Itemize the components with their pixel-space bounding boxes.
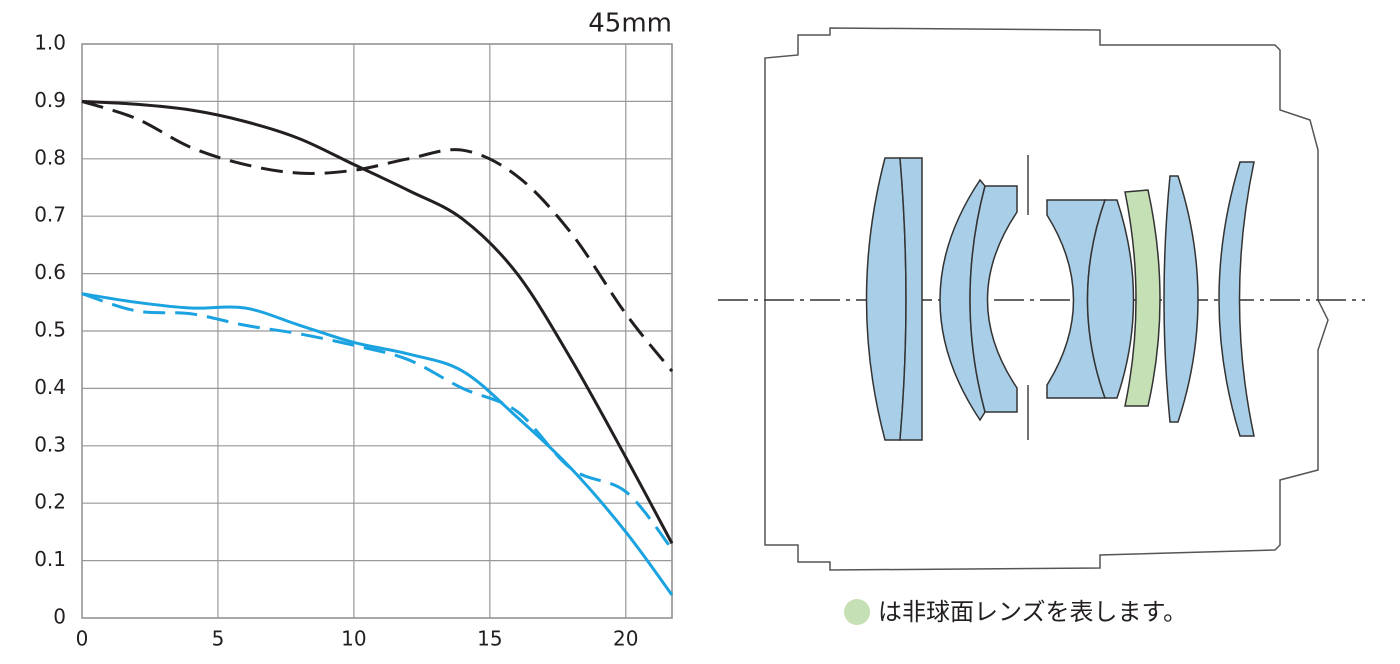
x-tick-label: 0 xyxy=(76,627,89,651)
y-tick-label: 1.0 xyxy=(34,31,66,55)
y-tick-label: 0 xyxy=(53,605,66,629)
mtf-line xyxy=(81,292,674,596)
lens-element xyxy=(1086,199,1135,399)
focal-length-label: 45mm xyxy=(588,9,672,39)
y-tick-label: 0.4 xyxy=(34,375,66,399)
y-tick-label: 0.8 xyxy=(34,145,66,169)
barrel-outline xyxy=(764,27,1329,571)
aspherical-legend-dot xyxy=(844,599,870,625)
lens-element xyxy=(1218,161,1255,437)
mtf-line xyxy=(81,292,674,551)
aspherical-lens xyxy=(1124,189,1161,407)
y-tick-label: 0.7 xyxy=(34,203,66,227)
y-tick-label: 0.3 xyxy=(34,432,66,456)
y-tick-label: 0.9 xyxy=(34,88,66,112)
y-tick-label: 0.6 xyxy=(34,260,66,284)
lens-element xyxy=(865,157,907,441)
lens-diagram xyxy=(718,27,1365,571)
lens-element xyxy=(969,185,1018,413)
x-tick-label: 20 xyxy=(613,627,638,651)
plot: 0 0.1 0.2 0.3 0.4 0.5 0.6 0.7 0.8 0.9 1.0 0 5 10 15 20 xyxy=(34,31,674,651)
mtf-line xyxy=(81,99,674,545)
mtf-line xyxy=(81,99,674,373)
y-tick-label: 0.5 xyxy=(34,318,66,342)
lens-element xyxy=(899,157,923,441)
x-tick-label: 10 xyxy=(341,627,366,651)
x-tick-label: 5 xyxy=(212,627,225,651)
y-tick-label: 0.1 xyxy=(34,547,66,571)
x-tick-label: 15 xyxy=(477,627,502,651)
y-tick-label: 0.2 xyxy=(34,490,66,514)
lens-element xyxy=(1163,175,1199,423)
caption: は非球面レンズを表します。 xyxy=(878,598,1187,626)
